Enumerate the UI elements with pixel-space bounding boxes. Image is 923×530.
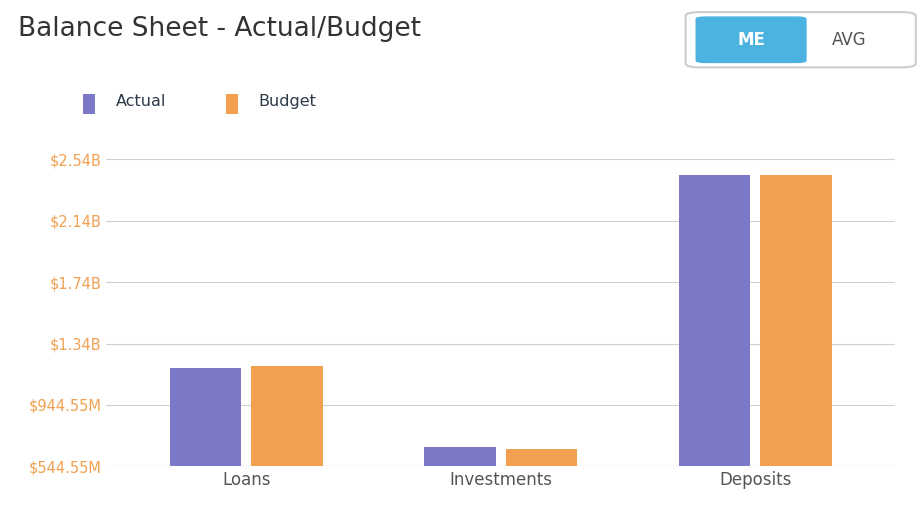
FancyBboxPatch shape bbox=[696, 16, 807, 63]
Text: Budget: Budget bbox=[258, 94, 317, 109]
Bar bbox=[761, 175, 832, 466]
Bar bbox=[251, 366, 322, 466]
Text: Actual: Actual bbox=[115, 94, 166, 109]
Bar bbox=[506, 448, 577, 466]
Text: AVG: AVG bbox=[832, 31, 867, 49]
Text: ME: ME bbox=[737, 31, 765, 49]
FancyBboxPatch shape bbox=[686, 12, 916, 67]
Bar bbox=[425, 447, 496, 466]
Text: Balance Sheet - Actual/Budget: Balance Sheet - Actual/Budget bbox=[18, 16, 422, 42]
Bar bbox=[170, 368, 241, 466]
Bar bbox=[679, 175, 750, 466]
